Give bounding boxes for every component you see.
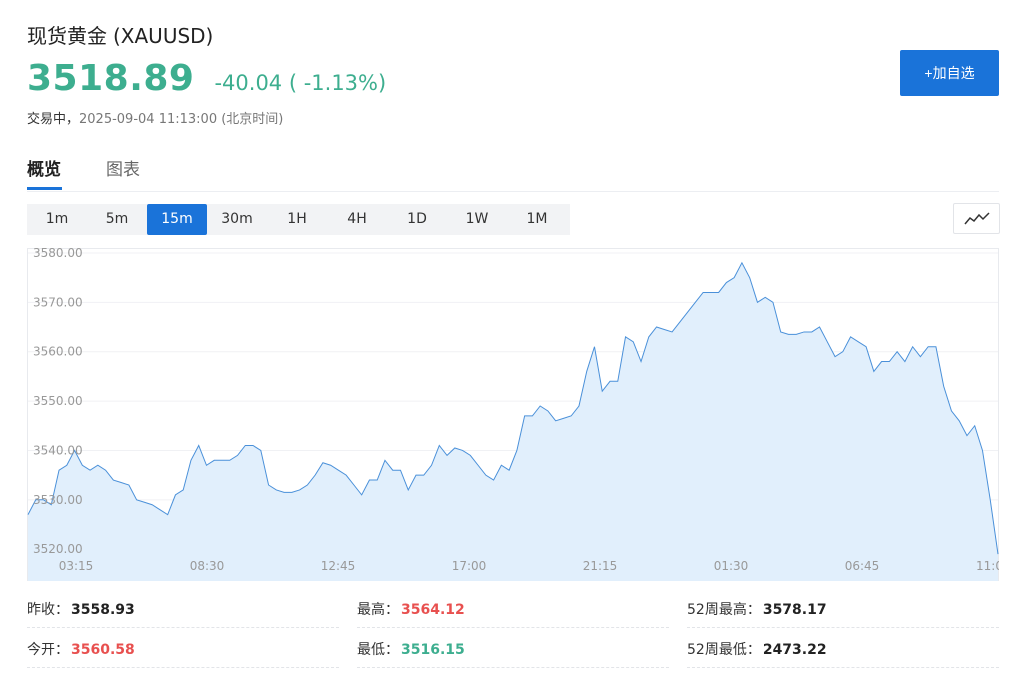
range-1w[interactable]: 1W [465,211,489,227]
range-1mo[interactable]: 1M [526,211,548,227]
range-5m[interactable]: 5m [105,211,129,227]
range-1h[interactable]: 1H [287,211,307,227]
line-chart-icon [963,211,990,224]
stat-label: 52周最高： [687,602,761,618]
price-chart-svg: 3520.00 3530.00 3540.00 3550.00 3560.00 3570.… [27,246,1003,581]
x-tick-label: 08:30 [190,559,225,573]
trade-timestamp: 2025-09-04 11:13:00 (北京时间) [79,112,284,127]
x-tick-label: 06:45 [845,559,880,573]
divider [687,667,999,669]
x-tick-label: 21:15 [583,559,618,573]
trade-status-label: 交易中， [27,112,80,127]
view-tabs: 概览 图表 [27,150,999,192]
x-tick-label: 01:30 [714,559,749,573]
active-tab-indicator [27,187,62,190]
stat-label: 今开： [27,642,69,658]
stat-value: 3558.93 [71,602,135,618]
price-area [28,262,998,581]
range-30m[interactable]: 30m [221,211,253,227]
stat-open: 今开： 3560.58 [27,639,135,659]
price-line [27,261,999,555]
stat-52w-low: 52周最低： 2473.22 [687,639,827,659]
stat-label: 昨收： [27,602,69,618]
stat-value: 2473.22 [762,642,827,658]
divider [357,667,669,669]
stat-high: 最高： 3564.12 [357,599,465,619]
x-tick-label: 03:15 [59,559,94,573]
range-1d[interactable]: 1D [407,211,427,227]
add-watchlist-button[interactable]: +加自选 [900,50,999,96]
divider [27,627,339,629]
divider [27,667,339,669]
x-tick-label: 12:45 [321,559,356,573]
time-range-selector: 1m 5m 15m 30m 1H 4H 1D 1W 1M [27,204,570,235]
stat-label: 52周最低： [687,642,761,658]
stat-52w-high: 52周最高： 3578.17 [687,599,827,619]
current-price: 3518.89 [27,58,195,99]
y-tick-label: 3520.00 [33,542,83,556]
stat-low: 最低： 3516.15 [357,639,465,659]
y-tick-label: 3560.00 [33,345,83,359]
stat-value: 3578.17 [762,602,827,618]
range-4h[interactable]: 4H [347,211,367,227]
price-change: -40.04 ( -1.13%) [214,71,387,95]
y-tick-label: 3570.00 [33,295,83,309]
y-tick-label: 3530.00 [33,493,83,507]
price-chart[interactable]: 3520.00 3530.00 3540.00 3550.00 3560.00 3570.… [27,246,1003,581]
stat-value: 3516.15 [401,642,465,658]
instrument-name: 现货黄金 [27,24,107,48]
stat-prev-close: 昨收： 3558.93 [27,599,135,619]
stat-label: 最高： [357,602,399,618]
price-row: 3518.89 -40.04 ( -1.13%) [27,58,387,99]
instrument-symbol: (XAUUSD) [113,24,214,48]
chart-type-button[interactable] [953,203,1000,234]
stat-label: 最低： [357,642,399,658]
range-15m[interactable]: 15m [147,204,207,235]
y-tick-label: 3580.00 [33,248,83,260]
tab-chart[interactable]: 图表 [106,160,140,180]
y-tick-label: 3540.00 [33,443,83,457]
divider [687,627,999,629]
y-tick-label: 3550.00 [33,394,83,408]
range-1m[interactable]: 1m [45,211,69,227]
tab-overview[interactable]: 概览 [27,160,61,180]
stat-value: 3564.12 [401,602,465,618]
trade-status: 交易中，2025-09-04 11:13:00 (北京时间) [27,108,283,127]
x-tick-label: 17:00 [452,559,487,573]
divider [357,627,669,629]
x-tick-label: 11:0 [976,559,999,573]
stat-value: 3560.58 [71,642,135,658]
instrument-title: 现货黄金 (XAUUSD) [27,20,213,49]
